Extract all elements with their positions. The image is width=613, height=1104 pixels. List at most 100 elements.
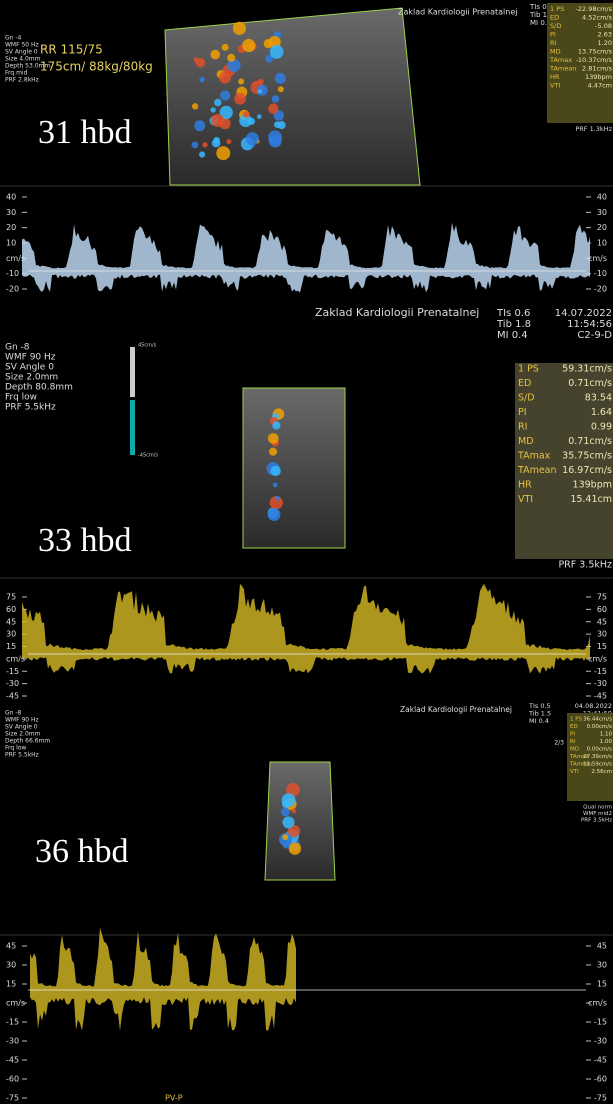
measurement-value: 35.75cm/s <box>562 451 612 462</box>
color-doppler <box>275 495 281 501</box>
setting: PRF 5.5kHz <box>5 403 56 413</box>
measurement-label: TAmean <box>517 465 557 476</box>
measurement-value: 1.20 <box>598 39 612 47</box>
color-doppler <box>198 151 206 158</box>
color-doppler <box>267 433 279 444</box>
color-bar <box>130 400 135 455</box>
scale-label: -30 <box>594 679 607 688</box>
color-doppler <box>219 71 231 84</box>
measurement-value: 139bpm <box>585 73 612 81</box>
color-doppler <box>238 78 245 85</box>
footer-setting: PRF 3.5kHz <box>558 560 612 571</box>
measurement-label: S/D <box>518 393 535 404</box>
measurement-label: VTI <box>550 82 560 90</box>
color-doppler <box>270 465 281 477</box>
color-doppler <box>280 807 290 817</box>
header-date: 04.08.2022 <box>575 702 612 710</box>
color-doppler <box>194 120 206 132</box>
scale-label: 30 <box>597 208 607 217</box>
color-scale-label: -45cm/s <box>138 453 158 459</box>
measurement-value: 2.63 <box>598 31 612 39</box>
page-indicator: 2/3 <box>554 740 564 747</box>
scale-label: -45 <box>6 1056 19 1065</box>
setting: Gn -8 <box>5 343 30 353</box>
scale-label: -15 <box>6 1018 19 1027</box>
scale-label: 10 <box>597 239 607 248</box>
setting: Frq mid <box>5 70 28 77</box>
color-doppler <box>202 142 208 148</box>
color-doppler <box>287 825 301 838</box>
color-doppler <box>227 58 241 73</box>
scale-label: cm/s <box>588 654 607 663</box>
institution: Zaklad Kardiologii Prenatalnej <box>400 705 512 714</box>
color-doppler <box>281 793 296 808</box>
setting: Frq low <box>5 745 26 752</box>
color-doppler <box>291 808 297 814</box>
measurement-label: RI <box>550 39 557 47</box>
measurement-label: 1 PS <box>550 5 564 13</box>
footer-setting: WMF mid2 <box>583 811 612 817</box>
color-doppler <box>220 90 231 101</box>
measurement-label: TAmax <box>517 451 551 462</box>
color-doppler <box>211 114 224 127</box>
scale-label: 60 <box>6 605 16 614</box>
setting: WMF 90 Hz <box>5 353 56 363</box>
color-doppler <box>234 92 247 105</box>
scale-label: cm/s <box>588 254 607 263</box>
patient-info: 175cm/ 88kg/80kg <box>40 60 153 74</box>
scale-label: -20 <box>594 285 607 294</box>
scale-label: cm/s <box>6 654 25 663</box>
color-doppler <box>216 146 231 161</box>
measurement-value: 59.31cm/s <box>562 364 612 375</box>
color-doppler <box>268 103 279 114</box>
color-doppler <box>277 86 284 93</box>
measurement-label: PI <box>570 732 575 738</box>
color-doppler <box>247 117 256 126</box>
scale-label: 30 <box>597 630 607 639</box>
scale-label: 45 <box>6 617 16 626</box>
measurement-label: RI <box>518 422 527 433</box>
measurement-value: 27.39cm/s <box>583 754 612 760</box>
measurement-label: ED <box>550 14 559 22</box>
scale-label: -30 <box>6 1037 19 1046</box>
panel: Zaklad Kardiologii Prenatalnej TIs 0.4Tib… <box>0 0 613 300</box>
color-doppler <box>257 89 262 94</box>
scale-label: -60 <box>594 1075 607 1084</box>
scale-label: -15 <box>594 667 607 676</box>
color-doppler <box>257 78 264 85</box>
color-doppler <box>191 103 199 110</box>
scale-label: -15 <box>6 667 19 676</box>
color-doppler <box>286 782 300 797</box>
measurement-label: VTI <box>570 769 579 775</box>
setting: WMF 90 Hz <box>5 717 39 724</box>
scale-label: 15 <box>597 642 607 651</box>
safety-index: Tib 1.1 <box>529 11 554 19</box>
safety-index: MI 0.4 <box>529 717 549 725</box>
measurement-value: -22.98cm/s <box>576 5 613 13</box>
measurement-box <box>515 363 613 559</box>
scale-label: -60 <box>6 1075 19 1084</box>
scale-label: 15 <box>597 980 607 989</box>
setting: Gn -8 <box>5 710 22 717</box>
measurement-value: 0.99 <box>591 422 612 433</box>
color-doppler <box>232 21 246 35</box>
measurement-label: TAmax <box>569 754 589 760</box>
measurement-value: 1.64 <box>591 407 612 418</box>
spectral-waveform <box>22 583 590 674</box>
institution: Zaklad Kardiologii Prenatalnej <box>398 8 517 17</box>
scale-label: -45 <box>594 692 607 701</box>
scale-label: 30 <box>597 961 607 970</box>
measurement-label: VTI <box>518 494 533 505</box>
color-doppler <box>272 482 278 488</box>
scale-label: 45 <box>597 617 607 626</box>
scale-label: 10 <box>6 239 16 248</box>
setting: SV Angle 0 <box>5 49 38 56</box>
measurement-value: 1.00 <box>600 739 613 745</box>
measurement-label: TAmean <box>569 762 593 768</box>
color-doppler <box>274 72 286 84</box>
measurement-label: MD <box>518 436 534 447</box>
safety-index: MI 0.4 <box>497 330 528 341</box>
color-doppler <box>242 38 256 53</box>
measurement-label: TAmax <box>549 56 572 64</box>
